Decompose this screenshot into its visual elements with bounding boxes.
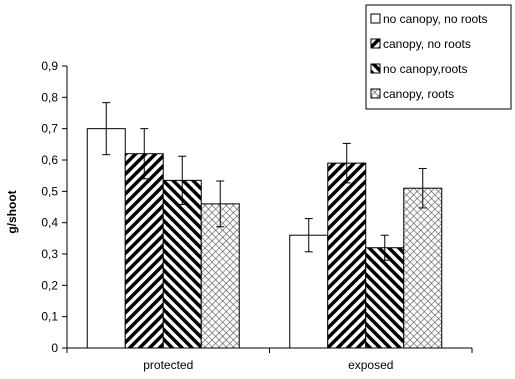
y-tick-label: 0,4 (41, 216, 58, 230)
bar (327, 162, 367, 349)
y-axis: 0 0,1 0,2 0,3 0,4 0,5 0,6 0,7 0,8 0,9 (41, 59, 68, 355)
y-tick-label: 0,3 (41, 247, 58, 261)
y-axis-label: g/shoot (5, 190, 19, 233)
y-tick-label: 0,8 (41, 90, 58, 104)
bar (365, 247, 405, 349)
legend-entry: no canopy,roots (383, 62, 468, 76)
y-tick-label: 0,2 (41, 278, 58, 292)
bar (289, 234, 329, 349)
y-tick-label: 0,1 (41, 310, 58, 324)
y-tick-label: 0,5 (41, 184, 58, 198)
legend: no canopy, no roots canopy, no roots no ca… (365, 4, 512, 110)
bars-group (86, 128, 443, 349)
bar (403, 187, 443, 349)
x-category-label: exposed (348, 358, 393, 372)
bar (162, 179, 202, 349)
y-tick-label: 0,7 (41, 122, 58, 136)
legend-swatch (370, 13, 381, 24)
legend-entry: canopy, no roots (383, 37, 471, 51)
y-tick-label: 0 (51, 341, 58, 355)
legend-entry: no canopy, no roots (383, 12, 488, 26)
legend-swatch (370, 63, 381, 74)
legend-swatch (370, 38, 381, 49)
x-category-label: protected (143, 358, 193, 372)
legend-box (365, 4, 512, 110)
error-bars-group (102, 102, 427, 261)
legend-entry: canopy, roots (383, 87, 454, 101)
bar (124, 153, 164, 349)
y-tick-label: 0,9 (41, 59, 58, 73)
legend-swatch (370, 88, 381, 99)
bar (200, 203, 240, 349)
y-tick-label: 0,6 (41, 153, 58, 167)
bar (86, 128, 126, 349)
x-axis: protected exposed (66, 347, 473, 372)
